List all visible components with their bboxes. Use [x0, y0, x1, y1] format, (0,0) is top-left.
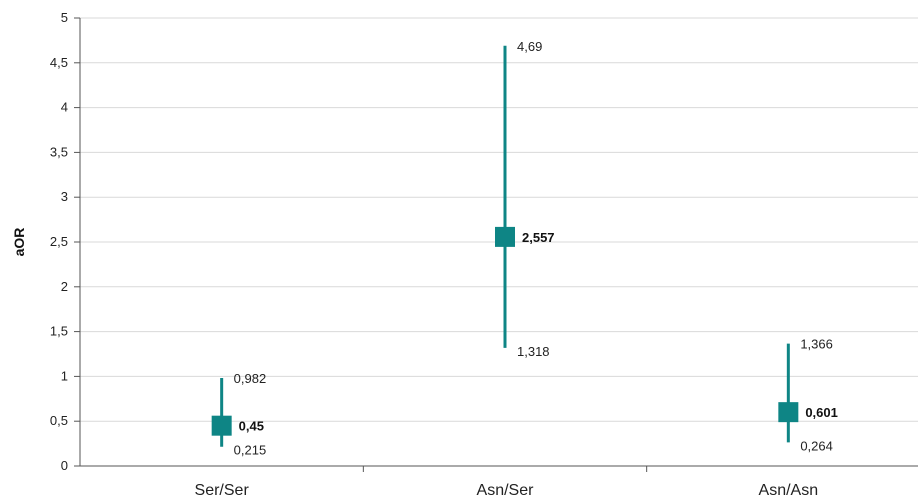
upper-ci-label: 1,366	[800, 337, 833, 352]
point-value-label: 0,45	[239, 419, 264, 434]
upper-ci-label: 0,982	[234, 371, 267, 386]
y-tick-label: 4	[61, 100, 68, 115]
lower-ci-label: 1,318	[517, 344, 550, 359]
point-estimate-marker	[495, 226, 515, 247]
y-tick-label: 4,5	[50, 55, 68, 70]
y-tick-label: 5	[61, 10, 68, 25]
y-axis-label: aOR	[11, 228, 27, 257]
lower-ci-label: 0,264	[800, 438, 833, 453]
x-category-label: Ser/Ser	[195, 482, 250, 499]
y-tick-label: 0	[61, 458, 68, 473]
y-tick-labels: 0 0,5 1 1,5 2 2,5 3 3,5 4 4,5 5	[50, 10, 68, 473]
point-estimate-marker	[211, 415, 232, 436]
y-tick-label: 1,5	[50, 324, 68, 339]
gridlines	[80, 17, 918, 422]
data-marks: 0,982 0,215 0,45 4,69 1,318 2,557 1,366 0,264 0,…	[211, 39, 838, 458]
y-tick-label: 3	[61, 189, 68, 204]
point-estimate-marker	[778, 402, 799, 423]
y-tick-label: 0,5	[50, 413, 68, 428]
x-category-label: Asn/Asn	[759, 482, 819, 499]
y-tick-label: 1	[61, 368, 68, 383]
y-tick-label: 2,5	[50, 234, 68, 249]
axes	[74, 17, 918, 472]
x-category-labels: Ser/Ser Asn/Ser Asn/Asn	[195, 482, 819, 499]
y-tick-label: 3,5	[50, 144, 68, 159]
upper-ci-label: 4,69	[517, 39, 542, 54]
lower-ci-label: 0,215	[234, 443, 267, 458]
point-value-label: 0,601	[805, 405, 838, 420]
y-tick-label: 2	[61, 279, 68, 294]
point-value-label: 2,557	[522, 230, 555, 245]
x-category-label: Asn/Ser	[477, 482, 535, 499]
